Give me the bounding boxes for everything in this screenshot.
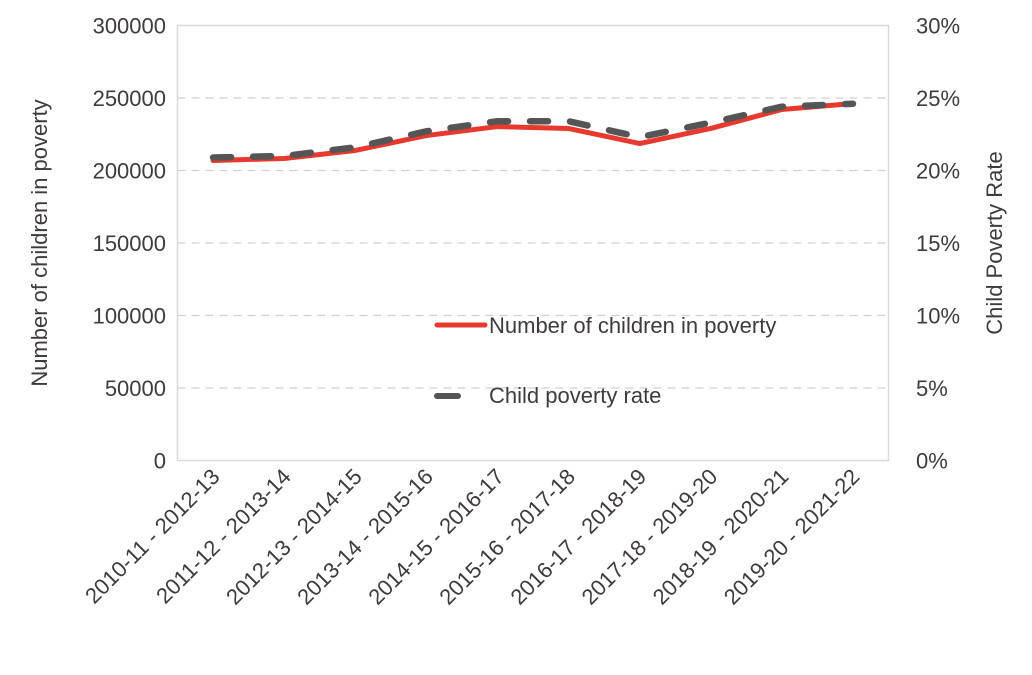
left-axis-title: Number of children in poverty [27, 99, 52, 386]
left-tick-label: 150000 [93, 231, 166, 256]
left-tick-label: 0 [154, 449, 166, 474]
legend: Number of children in poverty Child pove… [434, 313, 776, 408]
right-tick-label: 5% [916, 376, 948, 401]
series [209, 100, 857, 163]
x-tick-label: 2012-13 - 2014-15 [221, 464, 367, 610]
left-tick-label: 300000 [93, 14, 166, 39]
x-tick-label: 2017-18 - 2019-20 [577, 464, 723, 610]
left-axis-ticks: 0 50000 100000 150000 200000 250000 300000 [93, 14, 166, 474]
series-line-child-poverty-rate [209, 100, 857, 161]
x-tick-label: 2018-19 - 2020-21 [648, 464, 794, 610]
x-tick-label: 2010-11 - 2012-13 [80, 464, 225, 609]
legend-label-number-of-children: Number of children in poverty [489, 313, 776, 338]
right-tick-label: 20% [916, 159, 960, 184]
series-line-number-of-children-in-poverty [210, 101, 856, 163]
right-tick-label: 15% [916, 231, 960, 256]
legend-label-child-poverty-rate: Child poverty rate [489, 383, 661, 408]
right-axis-ticks: 0% 5% 10% 15% 20% 25% 30% [916, 14, 960, 474]
right-tick-label: 25% [916, 86, 960, 111]
left-tick-label: 200000 [93, 159, 166, 184]
right-axis-title: Child Poverty Rate [982, 151, 1007, 334]
left-tick-label: 100000 [93, 304, 166, 329]
right-tick-label: 10% [916, 304, 960, 329]
x-tick-label: 2013-14 - 2015-16 [292, 464, 438, 610]
right-tick-label: 0% [916, 449, 948, 474]
x-tick-label: 2015-16 - 2017-18 [434, 464, 580, 610]
right-tick-label: 30% [916, 14, 960, 39]
left-tick-label: 250000 [93, 86, 166, 111]
plot-area-border [176, 24, 890, 462]
left-tick-label: 50000 [105, 376, 166, 401]
gridlines [177, 97, 889, 389]
x-tick-label: 2011-12 - 2013-14 [151, 464, 296, 609]
x-tick-label: 2019-20 - 2021-22 [719, 464, 865, 610]
x-tick-label: 2016-17 - 2018-19 [505, 464, 651, 610]
x-tick-label: 2014-15 - 2016-17 [363, 464, 509, 610]
